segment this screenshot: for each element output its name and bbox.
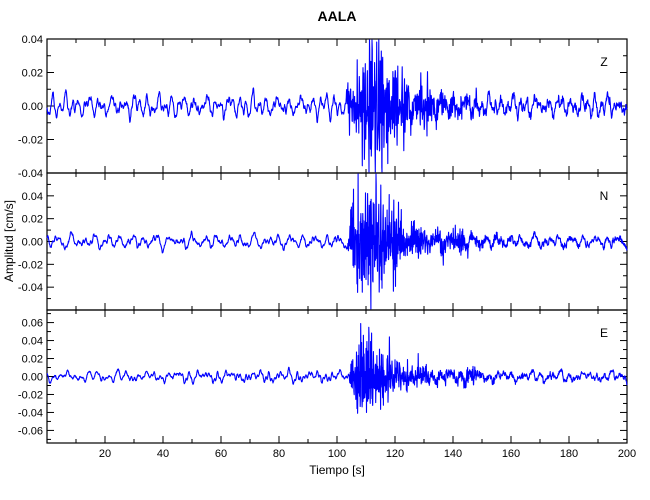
x-axis-label: Tiempo [s] <box>309 463 365 477</box>
y-tick-label: -0.02 <box>18 259 43 271</box>
y-tick-label: -0.02 <box>18 135 43 147</box>
panel-label-E: E <box>600 326 608 340</box>
y-tick-label: 0.00 <box>22 372 43 384</box>
waveform-trace-E <box>46 323 628 414</box>
y-tick-label: -0.04 <box>18 168 43 180</box>
panel-label-N: N <box>600 189 609 203</box>
x-tick-label: 160 <box>502 448 520 460</box>
plot-title: AALA <box>317 8 357 24</box>
x-tick-label: 180 <box>560 448 578 460</box>
y-tick-label: -0.04 <box>18 407 43 419</box>
x-tick-label: 40 <box>157 448 169 460</box>
y-tick-label: 0.04 <box>22 34 43 46</box>
x-tick-label: 120 <box>386 448 404 460</box>
y-tick-label: 0.04 <box>22 336 43 348</box>
x-tick-label: 140 <box>444 448 462 460</box>
panel-frame-N <box>46 172 628 311</box>
y-tick-label: -0.02 <box>18 389 43 401</box>
x-tick-label: 100 <box>328 448 346 460</box>
x-tick-label: 60 <box>215 448 227 460</box>
x-tick-label: 20 <box>99 448 111 460</box>
y-tick-label: 0.00 <box>22 101 43 113</box>
waveform-trace-N <box>46 173 628 310</box>
x-tick-label: 200 <box>618 448 636 460</box>
y-tick-label: 0.02 <box>22 354 43 366</box>
y-tick-label: 0.00 <box>22 237 43 249</box>
x-tick-label: 80 <box>273 448 285 460</box>
waveform-trace-Z <box>46 39 628 173</box>
panel-label-Z: Z <box>600 55 607 69</box>
y-tick-label: 0.06 <box>22 318 43 330</box>
y-tick-label: 0.04 <box>22 191 43 203</box>
y-tick-label: -0.06 <box>18 425 43 437</box>
y-tick-label: -0.04 <box>18 282 43 294</box>
y-tick-label: 0.02 <box>22 68 43 80</box>
y-tick-label: 0.02 <box>22 214 43 226</box>
